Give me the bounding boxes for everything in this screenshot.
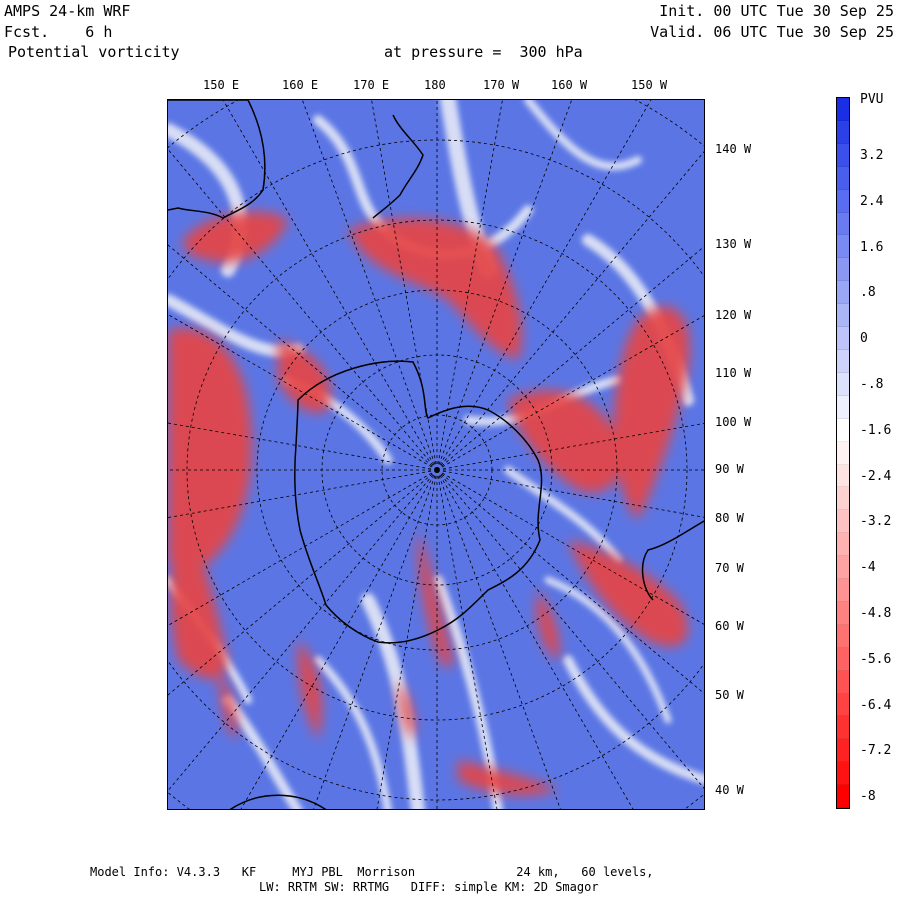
colorbar-swatch [837, 533, 849, 557]
new-zealand-coastline [372, 114, 424, 219]
colorbar-label: -2.4 [860, 468, 892, 484]
lon-label-180: 180 [424, 78, 446, 92]
colorbar-label: -4.8 [860, 606, 892, 621]
lon-label-100w: 100 W [715, 415, 752, 429]
colorbar-label: 1.6 [860, 239, 884, 255]
potential-vorticity-map [167, 99, 705, 810]
colorbar-swatch [837, 739, 849, 763]
lon-label-60w: 60 W [715, 619, 744, 633]
colorbar-swatch [837, 143, 849, 167]
lon-label-110w: 110 W [715, 366, 752, 380]
lon-label-70w: 70 W [715, 561, 744, 575]
colorbar-swatch [837, 441, 849, 465]
colorbar-swatch [837, 281, 849, 305]
colorbar-label: -1.6 [860, 422, 892, 438]
field-name: Potential vorticity [8, 43, 180, 61]
colorbar-swatch [837, 510, 849, 534]
colorbar [836, 97, 850, 809]
lon-label-150e: 150 E [203, 78, 240, 92]
model-info-line2: LW: RRTM SW: RRTMG DIFF: simple KM: 2D S… [259, 880, 599, 894]
colorbar-swatch [837, 189, 849, 213]
lon-label-90w: 90 W [715, 462, 744, 476]
colorbar-label: -4 [860, 560, 876, 576]
model-info-line1: Model Info: V4.3.3 KF MYJ PBL Morrison 2… [90, 865, 654, 879]
colorbar-swatch [837, 556, 849, 580]
colorbar-label: -6.4 [860, 697, 892, 713]
southern-continent-fragment [229, 794, 327, 809]
init-time: Init. 00 UTC Tue 30 Sep 25 [659, 2, 894, 20]
colorbar-label: 3.2 [860, 148, 884, 163]
lon-label-170e: 170 E [353, 78, 390, 92]
south-america-coastline [641, 520, 704, 601]
colorbar-swatch [837, 304, 849, 328]
valid-time: Valid. 06 UTC Tue 30 Sep 25 [650, 23, 894, 41]
colorbar-label: -.8 [860, 377, 884, 392]
colorbar-swatch [837, 120, 849, 144]
colorbar-swatch [837, 693, 849, 717]
map-canvas [168, 100, 704, 809]
lon-label-170w: 170 W [483, 78, 520, 92]
colorbar-label: 0 [860, 331, 868, 347]
colorbar-swatch [837, 716, 849, 740]
lon-label-150w: 150 W [631, 78, 668, 92]
colorbar-swatch [837, 670, 849, 694]
colorbar-swatch [837, 212, 849, 236]
australia-coastline [168, 100, 266, 219]
colorbar-swatch [837, 464, 849, 488]
pressure-level: at pressure = 300 hPa [384, 43, 583, 61]
forecast-hour: Fcst. 6 h [4, 23, 113, 41]
lon-label-40w: 40 W [715, 783, 744, 797]
colorbar-label: -3.2 [860, 514, 892, 530]
lon-label-120w: 120 W [715, 308, 752, 322]
colorbar-swatch [837, 98, 849, 121]
colorbar-swatch [837, 327, 849, 350]
negative-pv-regions [168, 211, 690, 796]
lon-label-160e: 160 E [282, 78, 319, 92]
colorbar-swatch [837, 785, 849, 809]
colorbar-swatch [837, 166, 849, 190]
lon-label-130w: 130 W [715, 237, 752, 251]
lon-label-50w: 50 W [715, 688, 744, 702]
colorbar-label: -8 [860, 789, 876, 805]
colorbar-swatch [837, 762, 849, 786]
colorbar-swatch [837, 349, 849, 373]
colorbar-swatch [837, 372, 849, 396]
lon-label-140w: 140 W [715, 142, 752, 156]
colorbar-label: .8 [860, 285, 876, 301]
colorbar-swatch [837, 258, 849, 282]
colorbar-swatch [837, 487, 849, 511]
colorbar-swatch [837, 601, 849, 625]
colorbar-swatch [837, 579, 849, 602]
colorbar-swatch [837, 235, 849, 259]
lon-label-80w: 80 W [715, 511, 744, 525]
colorbar-swatch [837, 395, 849, 419]
lon-label-160w: 160 W [551, 78, 588, 92]
colorbar-swatch [837, 624, 849, 648]
colorbar-swatch [837, 418, 849, 442]
colorbar-label: -7.2 [860, 743, 892, 759]
colorbar-label: -5.6 [860, 651, 892, 667]
colorbar-unit: PVU [860, 92, 884, 107]
colorbar-swatch [837, 647, 849, 671]
colorbar-label: 2.4 [860, 193, 884, 209]
model-title: AMPS 24-km WRF [4, 2, 131, 20]
